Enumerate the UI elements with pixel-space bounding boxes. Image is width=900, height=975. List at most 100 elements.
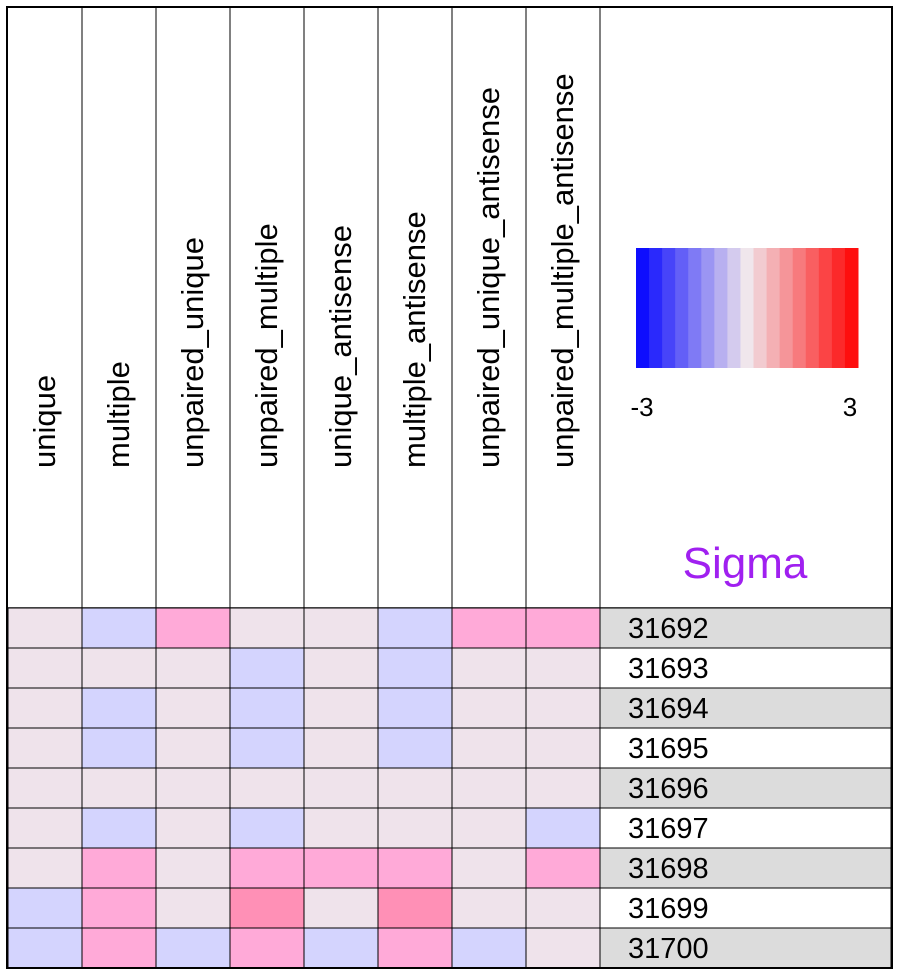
heatmap-cell [303,687,379,729]
heatmap-cell [229,647,305,689]
row-label: 31694 [628,693,709,725]
color-legend-swatches [636,248,859,368]
color-legend-swatch [714,248,728,368]
heatmap-cell [377,767,453,809]
heatmap-cell [451,687,527,729]
heatmap-cell [229,687,305,729]
color-legend-swatch [675,248,689,368]
heatmap-cell [451,727,527,769]
color-legend-swatch [727,248,741,368]
color-legend-swatch [844,248,859,368]
heatmap-cell [525,727,601,769]
column-header-label: unpaired_unique [175,237,210,468]
heatmap-cell [229,807,305,849]
color-legend-swatch [662,248,676,368]
heatmap-cell [81,687,157,729]
heatmap-cell [7,607,83,649]
heatmap-cell [81,767,157,809]
row-label: 31700 [628,933,709,965]
heatmap-cell [377,727,453,769]
heatmap-cell [81,647,157,689]
heatmap-cell [81,887,157,929]
color-legend-swatch [649,248,663,368]
heatmap-cell [303,767,379,809]
heatmap-cell [303,607,379,649]
color-legend-swatch [740,248,755,368]
row-label-background [599,847,892,889]
heatmap-cell [525,847,601,889]
row-label: 31699 [628,893,709,925]
heatmap-cell [7,727,83,769]
heatmap-frame: unique multiple unpaired_unique unpaired_mu… [6,6,893,969]
heatmap-cell [81,807,157,849]
row-label-background [599,767,892,809]
heatmap-cell [377,847,453,889]
heatmap-cell [7,687,83,729]
heatmap-cell [377,687,453,729]
heatmap-cells [7,607,601,969]
heatmap-cell [155,847,231,889]
heatmap-cell [377,807,453,849]
heatmap-cell [229,887,305,929]
header-grid: unique multiple unpaired_unique unpaired_mu… [8,8,891,609]
color-legend: -3 3 Sigma [630,248,859,588]
color-legend-swatch [753,248,768,368]
heatmap-cell [377,927,453,969]
heatmap-cell [155,727,231,769]
heatmap-cell [229,607,305,649]
heatmap-cell [451,847,527,889]
heatmap-cell [155,767,231,809]
heatmap-cell [155,607,231,649]
heatmap-cell [525,887,601,929]
heatmap-cell [451,607,527,649]
column-header-label: multiple_antisense [397,211,432,468]
color-legend-swatch [818,248,833,368]
heatmap-cell [451,647,527,689]
heatmap-cell [7,647,83,689]
heatmap-cell [525,647,601,689]
column-header-label: unpaired_multiple [249,223,284,468]
heatmap-cell [7,927,83,969]
heatmap-cell [155,887,231,929]
heatmap-chart: unique multiple unpaired_unique unpaired_mu… [7,8,892,969]
heatmap-cell [377,607,453,649]
heatmap-cell [451,887,527,929]
heatmap-cell [155,807,231,849]
heatmap-cell [451,927,527,969]
color-legend-swatch [636,248,650,368]
color-legend-title: Sigma [683,539,808,588]
heatmap-cell [303,647,379,689]
row-label: 31698 [628,853,709,885]
row-label-background [599,807,892,849]
color-legend-swatch [831,248,846,368]
column-header-label: unique_antisense [323,225,358,468]
heatmap-cell [303,807,379,849]
row-label: 31692 [628,613,709,645]
color-legend-swatch [701,248,715,368]
heatmap-cell [81,847,157,889]
heatmap-cell [451,767,527,809]
color-legend-swatch [792,248,807,368]
heatmap-cell [7,887,83,929]
column-header-label: unique [27,375,62,468]
heatmap-cell [155,647,231,689]
heatmap-cell [229,847,305,889]
color-legend-swatch [766,248,781,368]
heatmap-cell [525,687,601,729]
heatmap-cell [81,607,157,649]
color-legend-max-label: 3 [843,392,857,422]
heatmap-cell [451,807,527,849]
heatmap-cell [525,607,601,649]
color-legend-swatch [805,248,820,368]
heatmap-cell [303,727,379,769]
column-header-label: unpaired_multiple_antisense [545,73,580,468]
heatmap-cell [7,807,83,849]
heatmap-cell [81,927,157,969]
color-legend-swatch [779,248,794,368]
row-label-background [599,887,892,929]
color-legend-min-label: -3 [630,392,653,422]
row-labels: 31692 31693 31694 31695 31696 31697 31698 31699… [599,607,892,969]
heatmap-cell [229,727,305,769]
heatmap-cell [377,887,453,929]
heatmap-cell [525,807,601,849]
